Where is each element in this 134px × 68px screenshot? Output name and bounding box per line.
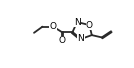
Text: O: O: [50, 22, 57, 31]
Text: N: N: [74, 18, 81, 27]
Text: O: O: [58, 36, 65, 45]
Text: O: O: [86, 21, 93, 30]
Text: N: N: [78, 34, 84, 43]
